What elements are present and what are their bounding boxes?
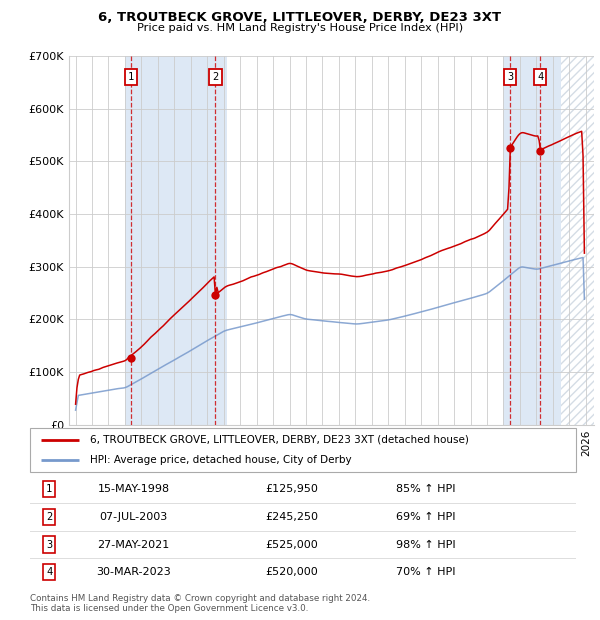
Bar [561, 56, 600, 425]
Bar [125, 56, 227, 425]
Text: 2: 2 [46, 512, 52, 522]
Text: 4: 4 [46, 567, 52, 577]
Text: HPI: Average price, detached house, City of Derby: HPI: Average price, detached house, City… [90, 455, 352, 466]
Text: Contains HM Land Registry data © Crown copyright and database right 2024.
This d: Contains HM Land Registry data © Crown c… [30, 594, 370, 613]
Text: £525,000: £525,000 [266, 539, 319, 549]
Text: 6, TROUTBECK GROVE, LITTLEOVER, DERBY, DE23 3XT (detached house): 6, TROUTBECK GROVE, LITTLEOVER, DERBY, D… [90, 435, 469, 445]
Text: 98% ↑ HPI: 98% ↑ HPI [396, 539, 455, 549]
Text: 3: 3 [507, 72, 514, 82]
Text: 85% ↑ HPI: 85% ↑ HPI [396, 484, 455, 494]
Text: £520,000: £520,000 [266, 567, 319, 577]
Text: 30-MAR-2023: 30-MAR-2023 [97, 567, 171, 577]
Bar [561, 56, 600, 425]
FancyBboxPatch shape [30, 428, 576, 472]
Text: £125,950: £125,950 [266, 484, 319, 494]
Bar [503, 56, 561, 425]
Text: 4: 4 [537, 72, 544, 82]
Text: 6, TROUTBECK GROVE, LITTLEOVER, DERBY, DE23 3XT: 6, TROUTBECK GROVE, LITTLEOVER, DERBY, D… [98, 11, 502, 24]
Text: 07-JUL-2003: 07-JUL-2003 [100, 512, 168, 522]
Text: 27-MAY-2021: 27-MAY-2021 [98, 539, 170, 549]
Text: 69% ↑ HPI: 69% ↑ HPI [396, 512, 455, 522]
Text: 70% ↑ HPI: 70% ↑ HPI [396, 567, 455, 577]
Text: 2: 2 [212, 72, 218, 82]
Text: 1: 1 [46, 484, 52, 494]
Text: Price paid vs. HM Land Registry's House Price Index (HPI): Price paid vs. HM Land Registry's House … [137, 23, 463, 33]
Text: 15-MAY-1998: 15-MAY-1998 [98, 484, 170, 494]
Text: £245,250: £245,250 [266, 512, 319, 522]
Text: 3: 3 [46, 539, 52, 549]
Text: 1: 1 [128, 72, 134, 82]
